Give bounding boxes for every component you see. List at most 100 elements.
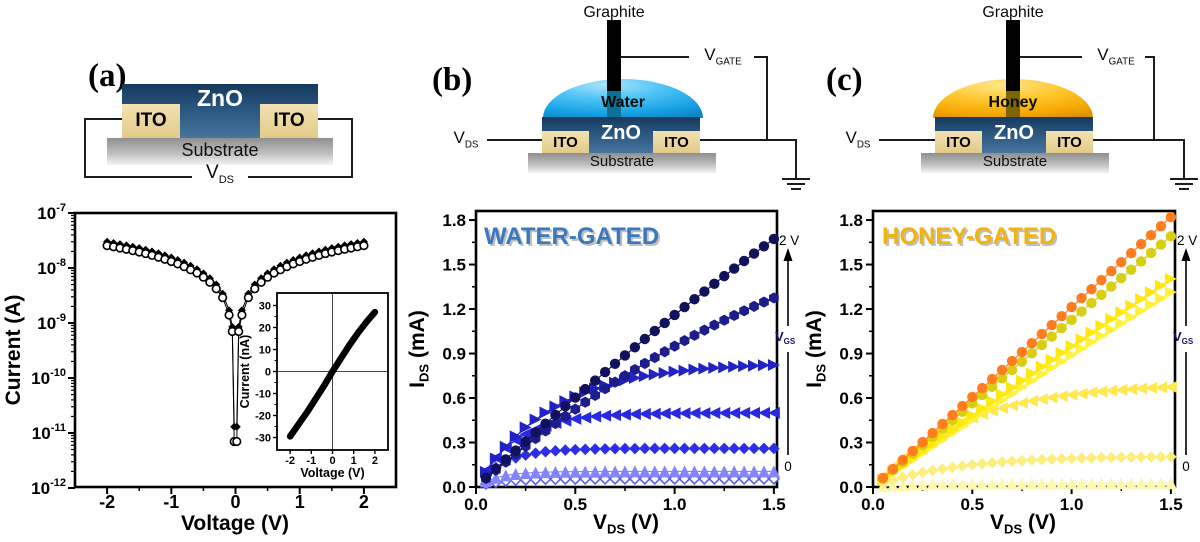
- svg-text:-2: -2: [99, 492, 115, 512]
- vds-sub-a: DS: [218, 173, 234, 186]
- svg-text:1.5: 1.5: [762, 495, 786, 514]
- vgate-label-b: VGATE: [692, 45, 754, 67]
- wire-a-bottom-left: [84, 176, 192, 178]
- svg-text:0.0: 0.0: [442, 478, 466, 497]
- vds-label-c: VDS: [838, 128, 878, 150]
- svg-text:1.5: 1.5: [839, 256, 863, 275]
- svg-text:0: 0: [784, 459, 792, 474]
- vds-base-a: V: [206, 162, 219, 183]
- svg-text:0.9: 0.9: [839, 345, 863, 364]
- honey-label: Honey: [988, 94, 1038, 111]
- svg-text:IDS (mA): IDS (mA): [803, 310, 829, 388]
- svg-text:1.5: 1.5: [1159, 495, 1183, 514]
- wire-a-left: [84, 118, 86, 178]
- svg-text:Current (A): Current (A): [2, 295, 25, 406]
- ground-icon-c-3: [1179, 188, 1189, 190]
- svg-text:10-8: 10-8: [37, 257, 66, 278]
- svg-text:2: 2: [359, 492, 369, 512]
- graphite-rod-tip-c: [1006, 91, 1020, 117]
- svg-text:-1: -1: [163, 492, 179, 512]
- wire-c-vds: [879, 139, 935, 141]
- svg-text:0.0: 0.0: [861, 495, 885, 514]
- vgate-label-c: VGATE: [1085, 45, 1147, 67]
- panel-a-label: (a): [88, 58, 127, 94]
- svg-text:0.0: 0.0: [839, 478, 863, 497]
- vds-base-b: V: [453, 128, 465, 147]
- svg-text:1.2: 1.2: [442, 300, 466, 319]
- svg-text:20: 20: [259, 323, 271, 335]
- ito-right-b: ITO: [653, 131, 700, 153]
- svg-text:0.3: 0.3: [839, 434, 863, 453]
- svg-text:1.2: 1.2: [839, 300, 863, 319]
- ito-left-a: ITO: [122, 104, 180, 138]
- svg-text:0: 0: [230, 492, 240, 512]
- svg-text:0.6: 0.6: [839, 389, 863, 408]
- vgate-base-b: V: [704, 45, 716, 64]
- wire-b-vds: [487, 139, 542, 141]
- svg-text:-10: -10: [255, 389, 271, 401]
- ground-icon-c-2: [1175, 183, 1193, 185]
- svg-text:IDS (mA): IDS (mA): [406, 310, 432, 388]
- svg-text:-30: -30: [255, 433, 271, 445]
- wire-a-right: [351, 118, 353, 178]
- svg-text:1: 1: [295, 492, 305, 512]
- graphite-label-c: Graphite: [982, 4, 1044, 21]
- wire-b-gate-3: [766, 56, 768, 141]
- svg-text:-2: -2: [285, 455, 295, 467]
- honey-gated-chart: 0.0 0.5 1.0 1.5 0.0 0.3 0.6 0.9 1.2 1.5 1.8 VDS (V)…: [803, 209, 1197, 537]
- vds-base-c: V: [845, 128, 857, 147]
- graphite-label-b: Graphite: [583, 4, 645, 21]
- svg-text:10-12: 10-12: [31, 477, 66, 498]
- vds-sub-c: DS: [856, 139, 871, 151]
- svg-text:0: 0: [329, 455, 335, 467]
- svg-text:10-9: 10-9: [37, 312, 66, 333]
- svg-text:VGS: VGS: [775, 329, 796, 346]
- ito-right-c: ITO: [1046, 131, 1093, 153]
- svg-text:0.3: 0.3: [442, 434, 466, 453]
- panel-c-label: (c): [826, 62, 863, 98]
- svg-text:0.9: 0.9: [442, 345, 466, 364]
- svg-text:HONEY-GATED: HONEY-GATED: [882, 223, 1056, 250]
- substrate-c: Substrate: [921, 153, 1109, 173]
- zno-label-c: ZnO: [994, 122, 1034, 144]
- svg-text:10-11: 10-11: [32, 422, 66, 443]
- panel-b-label: (b): [432, 62, 473, 98]
- svg-text:10-7: 10-7: [37, 202, 66, 223]
- wire-a-right-top: [318, 118, 353, 120]
- wire-c-ground: [1183, 139, 1185, 179]
- svg-text:0.6: 0.6: [442, 389, 466, 408]
- zno-label-b: ZnO: [601, 122, 641, 144]
- svg-text:1.0: 1.0: [1060, 495, 1084, 514]
- vgate-base-c: V: [1097, 45, 1109, 64]
- svg-text:0: 0: [265, 367, 271, 379]
- graphite-rod-tip-b: [607, 91, 621, 117]
- ito-right-a: ITO: [260, 104, 318, 138]
- svg-text:0.5: 0.5: [960, 495, 984, 514]
- svg-text:VGS: VGS: [1173, 329, 1194, 346]
- svg-text:-1: -1: [306, 455, 316, 467]
- wire-c-gate-2: [1145, 56, 1155, 58]
- svg-text:1.8: 1.8: [839, 211, 863, 230]
- vgate-sub-b: GATE: [715, 56, 742, 68]
- wire-b-ground: [795, 139, 797, 179]
- wire-b-gate-1: [621, 56, 689, 58]
- vds-sub-b: DS: [464, 139, 479, 151]
- zno-label-a: ZnO: [197, 85, 243, 111]
- svg-text:10-10: 10-10: [31, 367, 66, 388]
- svg-text:0: 0: [1182, 459, 1190, 474]
- vds-label-a: VDS: [192, 162, 248, 186]
- svg-text:0.0: 0.0: [464, 495, 488, 514]
- water-gated-chart: 0.0 0.5 1.0 1.5 0.0 0.3 0.6 0.9 1.2 1.5 1.8 VDS (V)…: [406, 209, 799, 537]
- svg-text:Current (nA): Current (nA): [238, 335, 252, 409]
- svg-text:0.5: 0.5: [563, 495, 587, 514]
- ground-icon-b-2: [787, 183, 805, 185]
- substrate-a: Substrate: [107, 138, 333, 165]
- ito-left-b: ITO: [542, 131, 589, 153]
- svg-text:1.8: 1.8: [442, 211, 466, 230]
- svg-text:1: 1: [351, 455, 357, 467]
- svg-text:VDS (V): VDS (V): [593, 511, 659, 537]
- svg-text:1.0: 1.0: [663, 495, 687, 514]
